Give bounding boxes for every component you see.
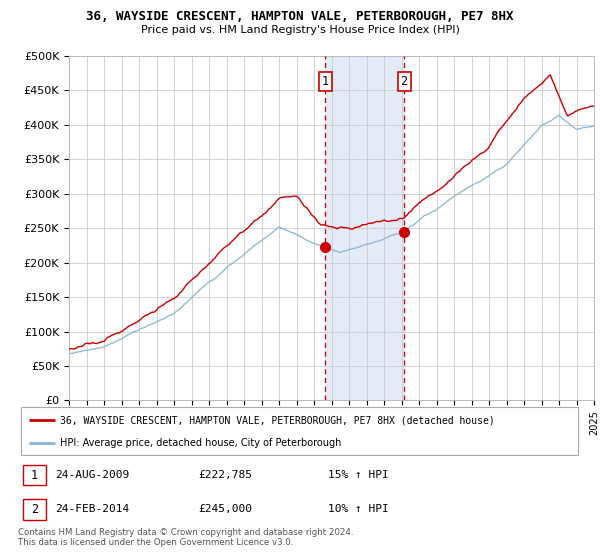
Text: 10% ↑ HPI: 10% ↑ HPI	[328, 505, 389, 515]
Text: 2: 2	[31, 503, 38, 516]
FancyBboxPatch shape	[23, 465, 46, 486]
Bar	[325, 56, 404, 400]
Text: £222,785: £222,785	[199, 470, 253, 480]
Text: 1: 1	[322, 75, 329, 88]
Text: HPI: Average price, detached house, City of Peterborough: HPI: Average price, detached house, City…	[60, 438, 341, 448]
Text: 1: 1	[31, 469, 38, 482]
FancyBboxPatch shape	[23, 500, 46, 520]
Text: 36, WAYSIDE CRESCENT, HAMPTON VALE, PETERBOROUGH, PE7 8HX: 36, WAYSIDE CRESCENT, HAMPTON VALE, PETE…	[86, 10, 514, 23]
Text: Price paid vs. HM Land Registry's House Price Index (HPI): Price paid vs. HM Land Registry's House …	[140, 25, 460, 35]
Text: 15% ↑ HPI: 15% ↑ HPI	[328, 470, 389, 480]
Text: £245,000: £245,000	[199, 505, 253, 515]
Text: Contains HM Land Registry data © Crown copyright and database right 2024.
This d: Contains HM Land Registry data © Crown c…	[18, 528, 353, 547]
Text: 24-AUG-2009: 24-AUG-2009	[55, 470, 129, 480]
Text: 36, WAYSIDE CRESCENT, HAMPTON VALE, PETERBOROUGH, PE7 8HX (detached house): 36, WAYSIDE CRESCENT, HAMPTON VALE, PETE…	[60, 415, 495, 425]
Text: 24-FEB-2014: 24-FEB-2014	[55, 505, 129, 515]
FancyBboxPatch shape	[21, 407, 578, 455]
Text: 2: 2	[401, 75, 407, 88]
